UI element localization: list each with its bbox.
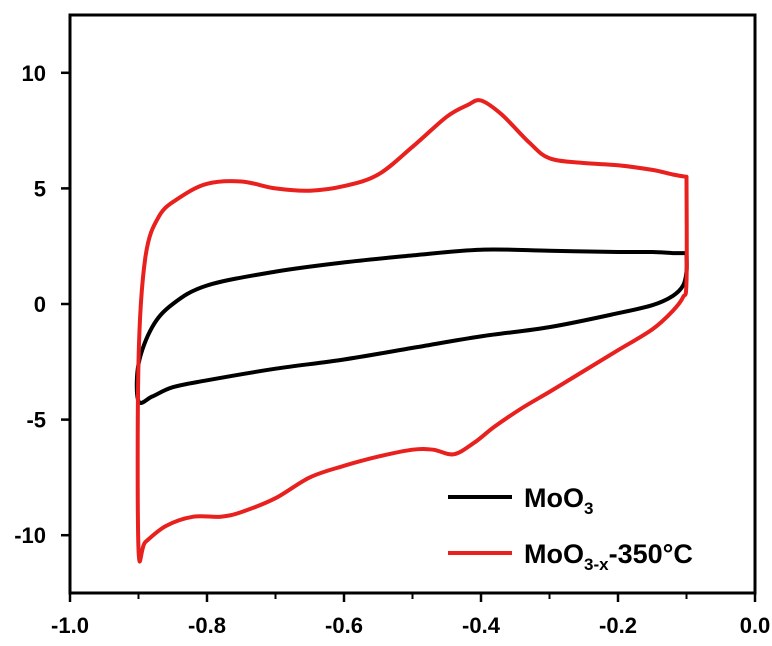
y-tick-label: -10 [14,523,46,548]
axes: -1.0 -0.8 -0.6 -0.4 -0.2 0.0 -10 -5 0 5 10 [14,13,771,638]
data-curves [134,98,689,564]
y-tick-label: 5 [34,176,46,201]
series-line-2 [135,98,689,564]
y-tick-label: 0 [34,292,46,317]
legend-label-1: MoO3 [524,483,593,518]
y-tick-label: 10 [22,61,46,86]
x-tick-label: 0.0 [740,613,771,638]
y-tick-label: -5 [26,408,46,433]
x-tick-label: -0.8 [188,613,226,638]
x-tick-label: -0.6 [325,613,363,638]
series-line-1 [134,247,689,405]
x-tick-label: -0.2 [599,613,637,638]
legend: MoO3 MoO3-x-350°C [448,483,693,574]
x-tick-label: -0.4 [462,613,501,638]
legend-label-2: MoO3-x-350°C [524,539,693,574]
x-tick-label: -1.0 [51,613,89,638]
